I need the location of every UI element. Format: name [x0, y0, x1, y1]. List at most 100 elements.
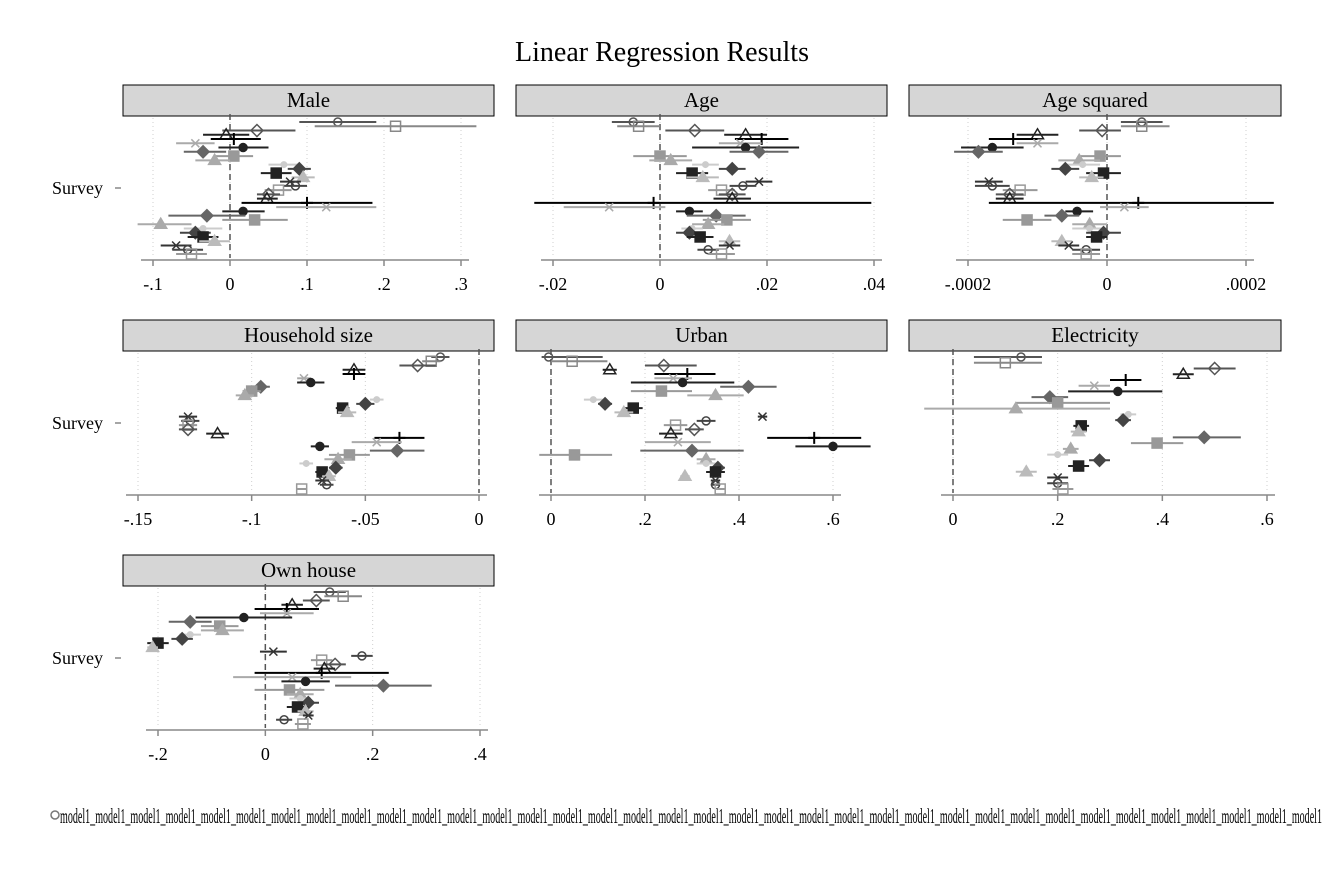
panel-title: Household size [244, 323, 373, 347]
point-marker [171, 240, 181, 251]
point-marker [808, 431, 821, 444]
point-marker [602, 362, 618, 375]
coef-point [551, 355, 608, 368]
x-tick-label: .0002 [1226, 274, 1267, 294]
x-tick-label: -.05 [351, 509, 380, 529]
coef-point [988, 133, 1038, 146]
point-marker [347, 368, 360, 381]
coef-point [1044, 208, 1080, 223]
coef-point [291, 169, 315, 183]
point-marker [300, 676, 311, 687]
panel-age-squared: Age squared -.0002 0 .0002 [908, 84, 1282, 294]
coef-point [281, 597, 303, 610]
coef-point [281, 676, 330, 687]
coef-point [299, 117, 377, 127]
coef-point [1079, 169, 1104, 183]
point-marker [1086, 224, 1094, 232]
coef-point [218, 142, 269, 153]
point-marker [315, 654, 328, 666]
coef-point [251, 379, 270, 394]
coef-point [614, 404, 634, 418]
point-marker [238, 206, 248, 217]
coef-point [183, 224, 223, 232]
coef-point [268, 161, 300, 169]
point-marker [566, 355, 578, 368]
panel-header [122, 319, 495, 352]
point-marker [751, 144, 767, 159]
x-tick-label: .02 [756, 274, 779, 294]
x-tick-label: 0 [1103, 274, 1112, 294]
point-marker [1207, 361, 1222, 376]
point-marker [145, 639, 160, 653]
coef-point [1047, 451, 1069, 459]
coef-point [338, 404, 357, 418]
point-marker [987, 181, 998, 191]
coef-point [195, 612, 293, 623]
coef-point [295, 483, 308, 495]
point-marker [287, 672, 297, 682]
panel-header [908, 319, 1282, 352]
point-marker [668, 373, 678, 383]
point-marker [207, 233, 222, 246]
x-tick-label: 0 [656, 274, 665, 294]
point-marker [199, 224, 207, 232]
coef-point [677, 468, 693, 481]
point-marker [677, 468, 693, 481]
point-marker [677, 377, 688, 388]
coef-point [310, 441, 329, 452]
coef-point [328, 460, 343, 475]
coef-point [718, 161, 746, 176]
point-marker [604, 202, 614, 212]
y-category-label: Survey [52, 648, 103, 668]
coef-point [171, 631, 193, 646]
coef-point [1172, 430, 1241, 445]
point-marker [738, 181, 748, 191]
point-marker [701, 161, 709, 169]
coef-point [676, 225, 703, 240]
panel-age: Age -.02 0 .02 .04 [515, 84, 888, 294]
point-marker [248, 214, 261, 226]
legend: model1_model1_model1_model1_model1_model… [50, 804, 1322, 828]
point-marker [1197, 430, 1212, 445]
coef-point [319, 479, 334, 490]
coef-point [602, 362, 618, 375]
point-marker [987, 142, 998, 153]
x-tick-label: .2 [638, 509, 652, 529]
coef-point [214, 150, 254, 162]
coef-point [195, 152, 230, 166]
point-marker [1058, 161, 1073, 176]
panel-title: Age squared [1042, 88, 1148, 112]
point-marker [673, 437, 683, 447]
coef-point [222, 214, 288, 226]
coef-point [342, 368, 366, 381]
legend-text: model1_model1_model1_model1_model1_model… [60, 804, 1322, 828]
coef-point [973, 356, 1042, 369]
coef-point [178, 412, 198, 422]
point-marker [1119, 373, 1132, 386]
x-tick-label: .2 [366, 744, 380, 764]
point-marker [1032, 138, 1043, 148]
point-marker [687, 123, 702, 138]
coef-point [665, 123, 725, 138]
point-marker [317, 475, 327, 486]
point-marker [297, 718, 309, 730]
coef-point [1100, 202, 1149, 212]
coef-point [659, 426, 683, 439]
point-marker [339, 404, 355, 418]
coef-point [1052, 483, 1074, 495]
point-marker [1007, 133, 1020, 146]
panel-title: Urban [675, 323, 728, 347]
legend-marker [50, 810, 60, 820]
coef-point [995, 187, 1024, 202]
point-marker [725, 187, 740, 202]
coef-point [718, 138, 762, 148]
coef-point [299, 459, 314, 467]
coef-point [795, 441, 871, 452]
point-marker [268, 647, 278, 657]
coef-point [645, 358, 697, 373]
x-tick-label: .04 [863, 274, 886, 294]
coef-point [1068, 386, 1163, 397]
point-marker [207, 152, 222, 166]
panel-male: Male -.1 0 .1 .2 .3 Survey [52, 84, 495, 294]
coef-point [351, 651, 373, 661]
